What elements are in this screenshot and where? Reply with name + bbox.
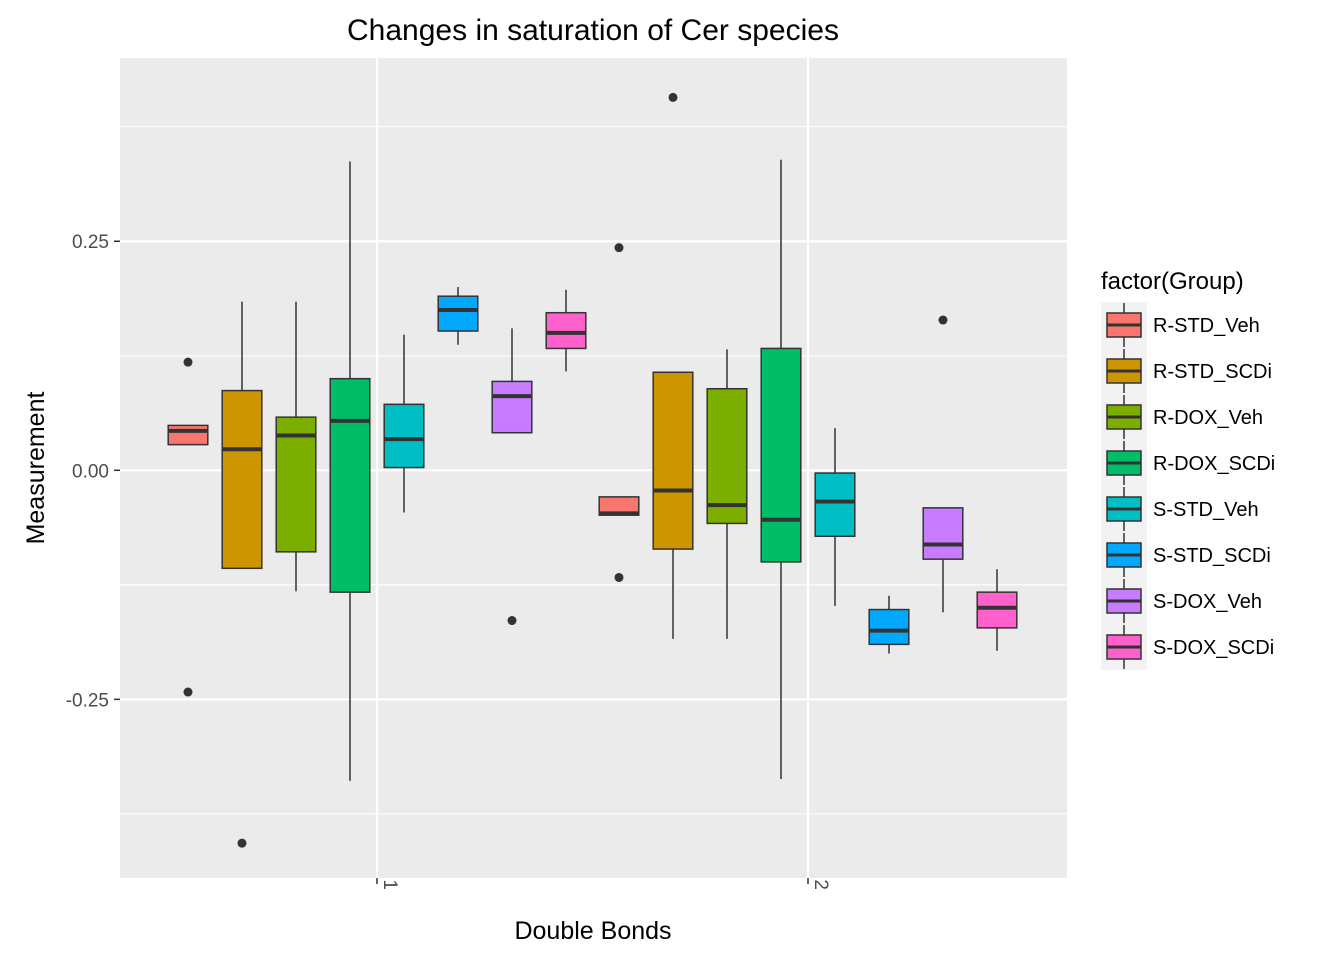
- legend-title: factor(Group): [1101, 268, 1244, 295]
- legend-label: R-DOX_Veh: [1153, 407, 1263, 429]
- outlier-point: [938, 315, 948, 325]
- x-tick-label: 2: [810, 879, 831, 890]
- legend-item: R-DOX_Veh: [1101, 394, 1263, 440]
- legend-label: R-DOX_SCDi: [1153, 453, 1275, 475]
- series-r-dox-scdi: [329, 159, 802, 781]
- box: [275, 416, 317, 553]
- y-tick-label: -0.25: [66, 690, 109, 711]
- legend-item: R-STD_SCDi: [1101, 348, 1272, 394]
- chart-title: Changes in saturation of Cer species: [347, 14, 839, 47]
- box: [167, 424, 209, 446]
- legend: factor(Group) R-STD_Veh R-STD_SCDi R-DOX_V…: [1101, 268, 1275, 670]
- box: [221, 389, 263, 570]
- box: [329, 377, 371, 593]
- box: [760, 347, 802, 563]
- legend-label: S-STD_SCDi: [1153, 545, 1271, 567]
- series-r-std-veh: [167, 243, 640, 697]
- box: [976, 591, 1018, 629]
- box: [868, 608, 910, 646]
- outlier-point: [614, 572, 624, 582]
- legend-label: R-STD_SCDi: [1153, 361, 1272, 383]
- box: [814, 472, 856, 538]
- box: [491, 380, 533, 434]
- box: [706, 387, 748, 525]
- outlier-point: [183, 687, 193, 697]
- legend-item: S-STD_SCDi: [1101, 532, 1271, 578]
- legend-item: S-DOX_Veh: [1101, 578, 1262, 624]
- grid-lines: [120, 58, 1067, 878]
- box: [922, 507, 964, 560]
- legend-item: R-STD_Veh: [1101, 302, 1260, 348]
- box: [545, 311, 587, 350]
- y-tick-label: 0.00: [72, 461, 109, 482]
- legend-label: R-STD_Veh: [1153, 315, 1260, 337]
- outlier-point: [614, 243, 624, 253]
- outlier-point: [668, 92, 678, 102]
- box-groups: [167, 92, 1018, 848]
- outlier-point: [507, 616, 517, 626]
- series-s-dox-scdi: [545, 289, 1018, 651]
- legend-label: S-DOX_SCDi: [1153, 637, 1274, 659]
- legend-item: S-STD_Veh: [1101, 486, 1259, 532]
- box: [652, 371, 694, 550]
- series-r-dox-veh: [275, 301, 748, 639]
- series-s-dox-veh: [491, 315, 964, 626]
- box: [437, 295, 479, 332]
- series-s-std-scdi: [437, 287, 910, 654]
- x-axis-title: Double Bonds: [514, 917, 671, 945]
- box: [383, 403, 425, 469]
- y-axis: -0.25 0.00 0.25: [66, 232, 120, 711]
- legend-item: R-DOX_SCDi: [1101, 440, 1275, 486]
- y-axis-title: Measurement: [22, 392, 50, 545]
- legend-items: R-STD_Veh R-STD_SCDi R-DOX_Veh R-DOX_SCDi S-…: [1101, 302, 1275, 670]
- legend-label: S-STD_Veh: [1153, 499, 1259, 521]
- legend-label: S-DOX_Veh: [1153, 591, 1262, 613]
- outlier-point: [237, 838, 247, 848]
- y-tick-label: 0.25: [72, 232, 109, 253]
- series-s-std-veh: [383, 334, 856, 606]
- outlier-point: [183, 357, 193, 367]
- x-tick-label: 1: [379, 879, 400, 890]
- series-r-std-scdi: [221, 92, 694, 848]
- legend-item: S-DOX_SCDi: [1101, 624, 1274, 670]
